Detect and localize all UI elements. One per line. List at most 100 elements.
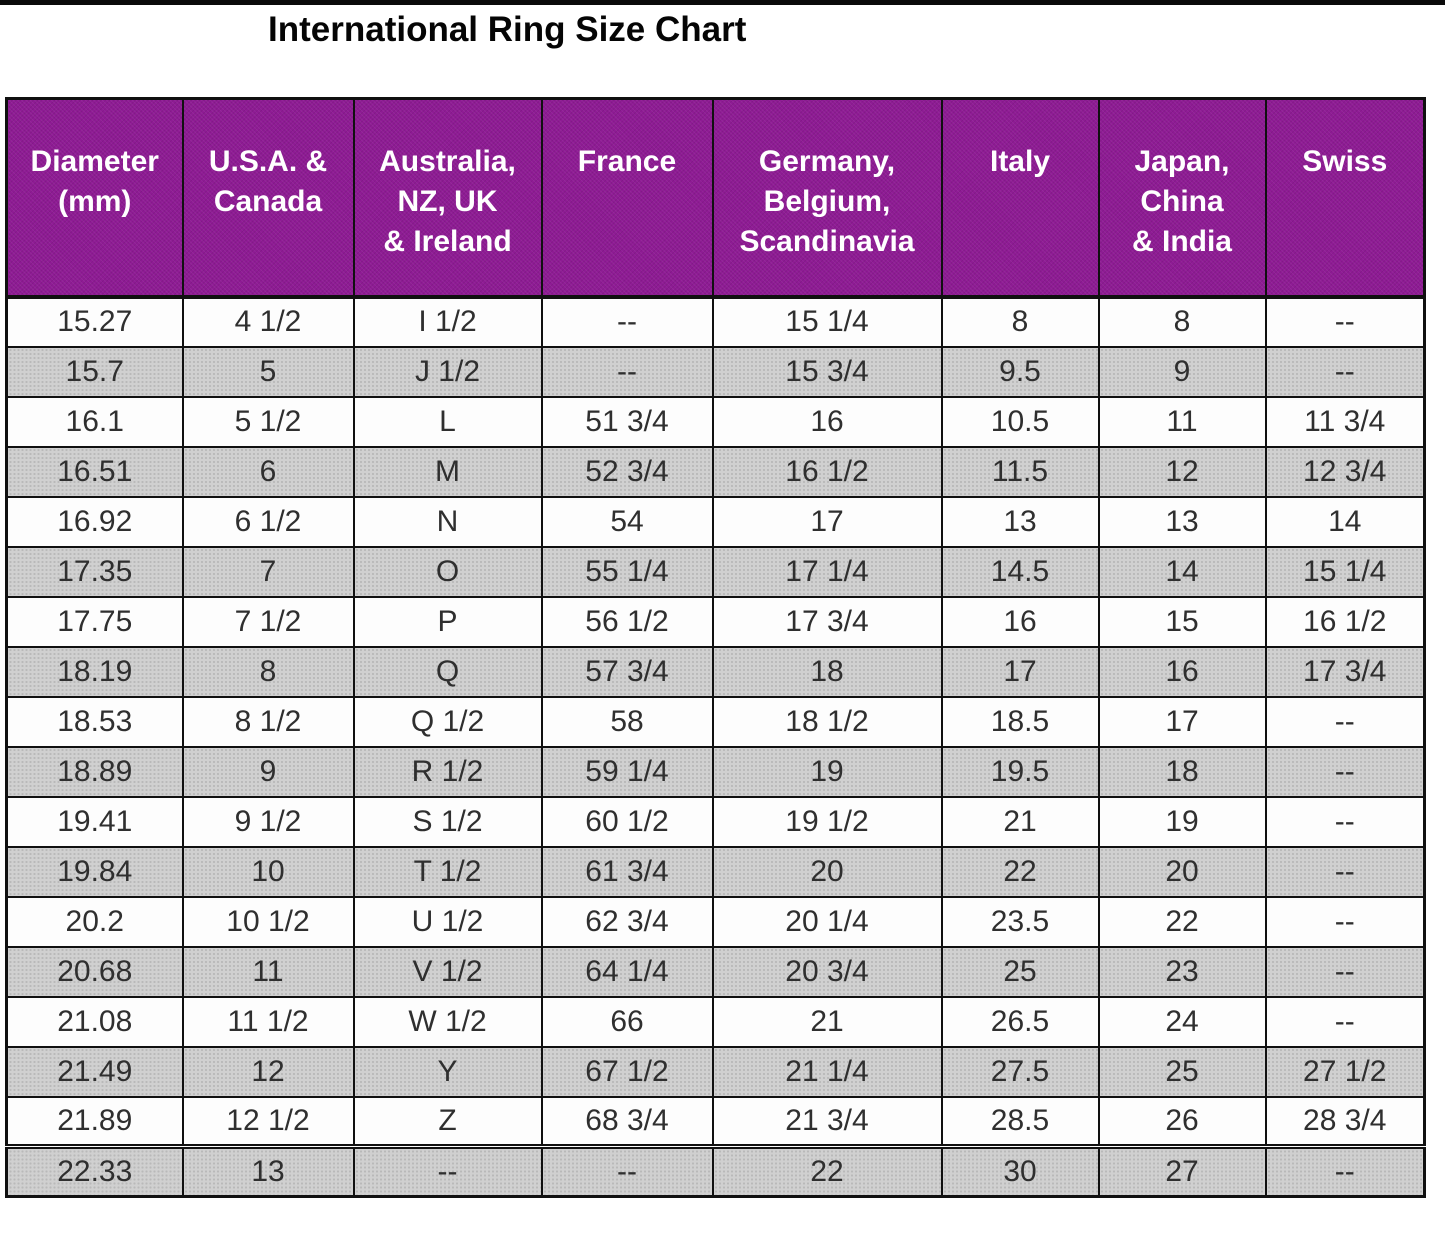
page-title: International Ring Size Chart <box>268 10 747 49</box>
cell: Q 1/2 <box>352 695 543 748</box>
column-header: Japan, China & India <box>1097 97 1267 299</box>
cell: 15.7 <box>5 345 184 398</box>
table-row: 18.53 8 1/2 Q 1/2 58 18 1/2 18.5 17 -- <box>5 695 1426 748</box>
cell: 23 <box>1097 945 1267 998</box>
cell: 16 <box>1097 645 1267 698</box>
cell: 66 <box>540 995 714 1048</box>
cell: 28.5 <box>940 1095 1100 1148</box>
cell: P <box>352 595 543 648</box>
cell: 12 1/2 <box>181 1095 355 1148</box>
cell: 20 1/4 <box>711 895 943 948</box>
cell: 26 <box>1097 1095 1267 1148</box>
cell: 15 1/4 <box>1264 545 1426 598</box>
cell: 27 1/2 <box>1264 1045 1426 1098</box>
cell: 13 <box>1097 495 1267 548</box>
cell: 19 1/2 <box>711 795 943 848</box>
cell: M <box>352 445 543 498</box>
ring-size-table: Diameter (mm) U.S.A. & Canada Australia, NZ, … <box>5 97 1426 1198</box>
table-row: 18.19 8 Q 57 3/4 18 17 16 17 3/4 <box>5 645 1426 698</box>
cell: 16.1 <box>5 395 184 448</box>
cell: 16 <box>940 595 1100 648</box>
cell: -- <box>540 1144 714 1198</box>
cell: 17.35 <box>5 545 184 598</box>
column-header: Diameter (mm) <box>5 97 184 299</box>
cell: 19 <box>1097 795 1267 848</box>
cell: 60 1/2 <box>540 795 714 848</box>
cell: 20.68 <box>5 945 184 998</box>
cell: 56 1/2 <box>540 595 714 648</box>
table-row: 17.75 7 1/2 P 56 1/2 17 3/4 16 15 16 1/2 <box>5 595 1426 648</box>
header-row: Diameter (mm) U.S.A. & Canada Australia, NZ, … <box>5 97 1426 299</box>
cell: 21.49 <box>5 1045 184 1098</box>
cell: 21 3/4 <box>711 1095 943 1148</box>
cell: 10.5 <box>940 395 1100 448</box>
cell: 13 <box>940 495 1100 548</box>
cell: 18.53 <box>5 695 184 748</box>
cell: 28 3/4 <box>1264 1095 1426 1148</box>
cell: 9 <box>181 745 355 798</box>
cell: 17 <box>940 645 1100 698</box>
cell: -- <box>540 345 714 398</box>
column-header: U.S.A. & Canada <box>181 97 355 299</box>
cell: 19.5 <box>940 745 1100 798</box>
cell: 57 3/4 <box>540 645 714 698</box>
cell: 8 <box>181 645 355 698</box>
cell: -- <box>1264 945 1426 998</box>
cell: 14 <box>1264 495 1426 548</box>
cell: 11 1/2 <box>181 995 355 1048</box>
cell: 62 3/4 <box>540 895 714 948</box>
cell: -- <box>1264 995 1426 1048</box>
cell: L <box>352 395 543 448</box>
cell: 6 1/2 <box>181 495 355 548</box>
cell: 5 <box>181 345 355 398</box>
cell: 9.5 <box>940 345 1100 398</box>
cell: 10 1/2 <box>181 895 355 948</box>
cell: I 1/2 <box>352 295 543 348</box>
cell: 20.2 <box>5 895 184 948</box>
table-row: 17.35 7 O 55 1/4 17 1/4 14.5 14 15 1/4 <box>5 545 1426 598</box>
table-body: 15.27 4 1/2 I 1/2 -- 15 1/4 8 8 -- 15.7 5 J 1/2 -- 1… <box>5 295 1426 1198</box>
cell: 15.27 <box>5 295 184 348</box>
cell: 5 1/2 <box>181 395 355 448</box>
cell: 9 <box>1097 345 1267 398</box>
cell: 25 <box>940 945 1100 998</box>
cell: 15 3/4 <box>711 345 943 398</box>
cell: 16.92 <box>5 495 184 548</box>
cell: 18 1/2 <box>711 695 943 748</box>
cell: 55 1/4 <box>540 545 714 598</box>
table-row: 20.2 10 1/2 U 1/2 62 3/4 20 1/4 23.5 22 -- <box>5 895 1426 948</box>
cell: 30 <box>940 1144 1100 1198</box>
cell: 17 3/4 <box>711 595 943 648</box>
cell: 13 <box>181 1144 355 1198</box>
cell: 20 <box>1097 845 1267 898</box>
cell: 8 <box>940 295 1100 348</box>
cell: -- <box>1264 345 1426 398</box>
table-row: 16.92 6 1/2 N 54 17 13 13 14 <box>5 495 1426 548</box>
cell: 11 <box>181 945 355 998</box>
column-header: Australia, NZ, UK & Ireland <box>352 97 543 299</box>
cell: 15 <box>1097 595 1267 648</box>
cell: 19 <box>711 745 943 798</box>
cell: 11 3/4 <box>1264 395 1426 448</box>
cell: 27 <box>1097 1144 1267 1198</box>
cell: -- <box>1264 845 1426 898</box>
column-header: Swiss <box>1264 97 1426 299</box>
cell: W 1/2 <box>352 995 543 1048</box>
cell: 54 <box>540 495 714 548</box>
cell: 18 <box>1097 745 1267 798</box>
cell: 64 1/4 <box>540 945 714 998</box>
cell: 20 <box>711 845 943 898</box>
cell: 17 <box>1097 695 1267 748</box>
cell: 16.51 <box>5 445 184 498</box>
cell: 22 <box>940 845 1100 898</box>
cell: 10 <box>181 845 355 898</box>
cell: 22.33 <box>5 1144 184 1198</box>
cell: 22 <box>1097 895 1267 948</box>
cell: 20 3/4 <box>711 945 943 998</box>
cell: 18.5 <box>940 695 1100 748</box>
cell: U 1/2 <box>352 895 543 948</box>
cell: 21.89 <box>5 1095 184 1148</box>
cell: 18.89 <box>5 745 184 798</box>
cell: Z <box>352 1095 543 1148</box>
cell: 18 <box>711 645 943 698</box>
